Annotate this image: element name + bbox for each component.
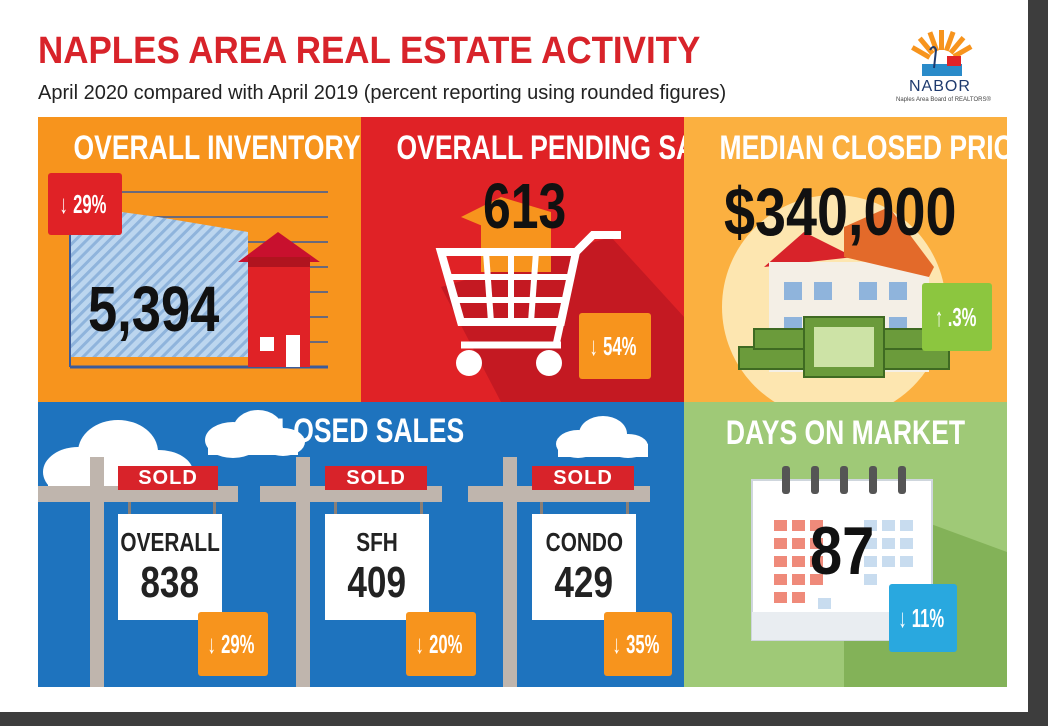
sold-signs-graphic [38, 410, 650, 687]
median-price-value: $340,000 [724, 174, 957, 250]
sold-banner-sfh: SOLD [325, 466, 427, 490]
sign-condo-label: CONDO [545, 526, 623, 557]
pending-sales-panel: OVERALL PENDING SALES 613 ↓54% [361, 117, 684, 402]
overall-change-badge: ↓ 29% [198, 612, 268, 676]
logo-name: NABOR [909, 78, 971, 95]
price-change-badge: ↑ .3% [922, 283, 992, 351]
sign-sfh: SFH 409 [325, 514, 429, 620]
infographic-page: NAPLES AREA REAL ESTATE ACTIVITY April 2… [0, 0, 1028, 712]
page-subtitle: April 2020 compared with April 2019 (per… [38, 82, 727, 104]
sign-overall-label: OVERALL [120, 526, 220, 557]
days-on-market-title: DAYS ON MARKET [725, 414, 966, 452]
sign-overall-value: 838 [140, 557, 200, 607]
down-arrow-icon: ↓ [208, 628, 217, 659]
pending-sales-title: OVERALL PENDING SALES [396, 129, 684, 167]
inventory-panel: OVERALL INVENTORY [38, 117, 361, 402]
down-arrow-icon: ↓ [898, 602, 907, 633]
sfh-change: 20% [429, 628, 463, 659]
house-money-icon [722, 195, 950, 402]
nabor-logo [911, 30, 973, 76]
inventory-value: 5,394 [88, 273, 220, 345]
median-price-panel: MEDIAN CLOSED PRICE [684, 117, 1007, 402]
page-title: NAPLES AREA REAL ESTATE ACTIVITY [38, 30, 701, 72]
closed-sales-panel: CLOSED SALES [38, 402, 684, 687]
sfh-change-badge: ↓ 20% [406, 612, 476, 676]
sign-sfh-label: SFH [356, 526, 398, 557]
down-arrow-icon: ↓ [590, 330, 599, 361]
down-arrow-icon: ↓ [613, 628, 622, 659]
down-arrow-icon: ↓ [60, 188, 69, 219]
price-change: .3% [947, 301, 977, 332]
overall-change: 29% [221, 628, 255, 659]
sign-overall: OVERALL 838 [118, 514, 222, 620]
dom-change-badge: ↓ 11% [889, 584, 957, 652]
sold-banner-condo: SOLD [532, 466, 634, 490]
condo-change-badge: ↓ 35% [604, 612, 672, 676]
inventory-change-badge: ↓ 29% [48, 173, 122, 235]
inventory-chart-graphic [69, 187, 328, 369]
sign-condo-value: 429 [554, 557, 614, 607]
sold-banner-overall: SOLD [118, 466, 218, 490]
pending-sales-value: 613 [483, 170, 567, 242]
sign-sfh-value: 409 [347, 557, 407, 607]
dom-change: 11% [911, 602, 945, 633]
down-arrow-icon: ↓ [416, 628, 425, 659]
days-on-market-panel: DAYS ON MARKET 87 ↓ 11% [684, 402, 1007, 687]
logo-tagline: Naples Area Board of REALTORS® [896, 97, 991, 103]
pending-change-badge: ↓ 54% [579, 313, 651, 379]
median-price-title: MEDIAN CLOSED PRICE [719, 129, 1007, 167]
inventory-title: OVERALL INVENTORY [73, 129, 361, 167]
condo-change: 35% [626, 628, 660, 659]
up-arrow-icon: ↑ [934, 301, 944, 332]
days-on-market-value: 87 [810, 513, 875, 589]
sign-condo: CONDO 429 [532, 514, 636, 620]
inventory-change: 29% [73, 188, 107, 219]
pending-change: 54% [603, 330, 637, 361]
